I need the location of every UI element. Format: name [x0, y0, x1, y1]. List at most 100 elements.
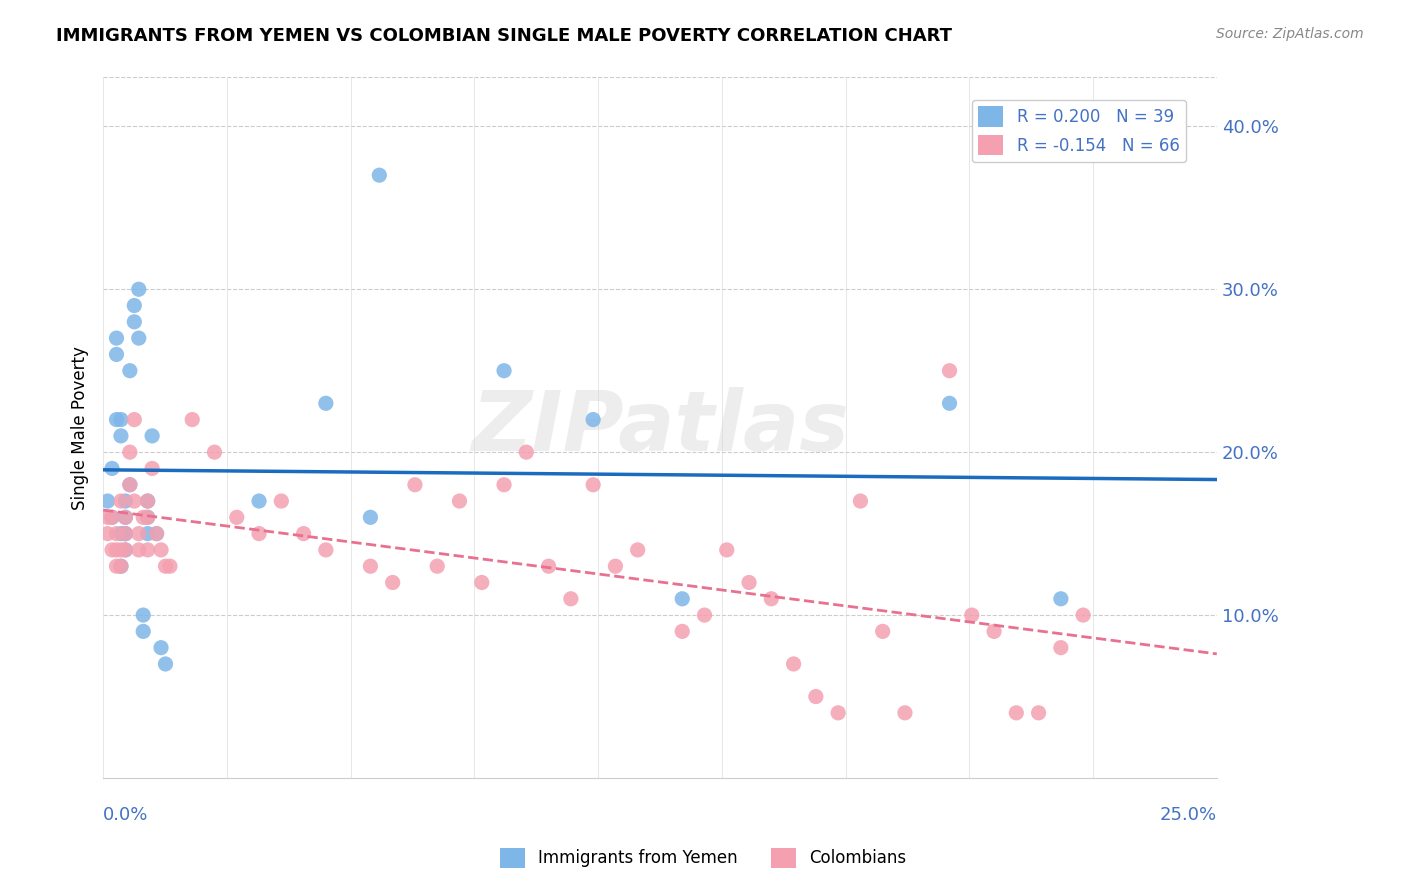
Point: [804, 690, 827, 704]
Point: [150, 542, 173, 557]
Point: [782, 657, 804, 671]
Point: [118, 477, 141, 491]
Point: [1028, 706, 1050, 720]
Point: [118, 477, 141, 491]
Point: [114, 510, 136, 524]
Point: [159, 559, 181, 574]
Point: [101, 510, 124, 524]
Point: [105, 559, 128, 574]
Point: [132, 608, 155, 623]
Point: [359, 559, 381, 574]
Point: [110, 429, 132, 443]
Point: [136, 510, 159, 524]
Point: [110, 542, 132, 557]
Point: [114, 542, 136, 557]
Point: [693, 608, 716, 623]
Point: [114, 542, 136, 557]
Point: [247, 526, 270, 541]
Point: [671, 591, 693, 606]
Text: 0.0%: 0.0%: [103, 806, 149, 824]
Text: 25.0%: 25.0%: [1160, 806, 1216, 824]
Point: [128, 282, 150, 296]
Point: [582, 412, 605, 426]
Point: [150, 640, 173, 655]
Point: [136, 494, 159, 508]
Point: [128, 542, 150, 557]
Point: [136, 542, 159, 557]
Point: [515, 445, 537, 459]
Point: [960, 608, 983, 623]
Point: [114, 494, 136, 508]
Point: [894, 706, 917, 720]
Point: [105, 542, 128, 557]
Point: [1050, 640, 1073, 655]
Point: [105, 347, 128, 361]
Legend: R = 0.200   N = 39, R = -0.154   N = 66: R = 0.200 N = 39, R = -0.154 N = 66: [972, 100, 1187, 162]
Point: [128, 526, 150, 541]
Point: [381, 575, 404, 590]
Point: [114, 510, 136, 524]
Point: [627, 542, 650, 557]
Point: [132, 510, 155, 524]
Point: [181, 412, 204, 426]
Point: [270, 494, 292, 508]
Point: [101, 461, 124, 475]
Point: [582, 477, 605, 491]
Point: [449, 494, 471, 508]
Point: [101, 510, 124, 524]
Point: [136, 494, 159, 508]
Point: [359, 510, 381, 524]
Point: [124, 315, 146, 329]
Point: [1050, 591, 1073, 606]
Point: [849, 494, 872, 508]
Point: [315, 396, 337, 410]
Point: [101, 542, 124, 557]
Point: [105, 412, 128, 426]
Point: [124, 299, 146, 313]
Point: [110, 526, 132, 541]
Point: [118, 445, 141, 459]
Point: [97, 494, 120, 508]
Text: ZIPatlas: ZIPatlas: [471, 387, 849, 468]
Point: [827, 706, 849, 720]
Point: [136, 526, 159, 541]
Point: [114, 526, 136, 541]
Point: [145, 526, 167, 541]
Point: [114, 526, 136, 541]
Point: [110, 412, 132, 426]
Point: [110, 494, 132, 508]
Point: [155, 657, 177, 671]
Point: [1005, 706, 1028, 720]
Point: [97, 526, 120, 541]
Point: [110, 559, 132, 574]
Point: [738, 575, 761, 590]
Point: [983, 624, 1005, 639]
Point: [141, 461, 163, 475]
Point: [492, 477, 515, 491]
Point: [761, 591, 783, 606]
Point: [132, 624, 155, 639]
Point: [938, 364, 960, 378]
Point: [118, 364, 141, 378]
Point: [124, 412, 146, 426]
Point: [141, 429, 163, 443]
Point: [315, 542, 337, 557]
Point: [537, 559, 560, 574]
Point: [145, 526, 167, 541]
Point: [128, 331, 150, 345]
Point: [1071, 608, 1094, 623]
Point: [671, 624, 693, 639]
Point: [716, 542, 738, 557]
Point: [105, 526, 128, 541]
Point: [124, 494, 146, 508]
Point: [110, 559, 132, 574]
Legend: Immigrants from Yemen, Colombians: Immigrants from Yemen, Colombians: [494, 841, 912, 875]
Text: IMMIGRANTS FROM YEMEN VS COLOMBIAN SINGLE MALE POVERTY CORRELATION CHART: IMMIGRANTS FROM YEMEN VS COLOMBIAN SINGL…: [56, 27, 952, 45]
Text: Source: ZipAtlas.com: Source: ZipAtlas.com: [1216, 27, 1364, 41]
Point: [492, 364, 515, 378]
Point: [247, 494, 270, 508]
Point: [225, 510, 247, 524]
Point: [97, 510, 120, 524]
Point: [938, 396, 960, 410]
Point: [292, 526, 315, 541]
